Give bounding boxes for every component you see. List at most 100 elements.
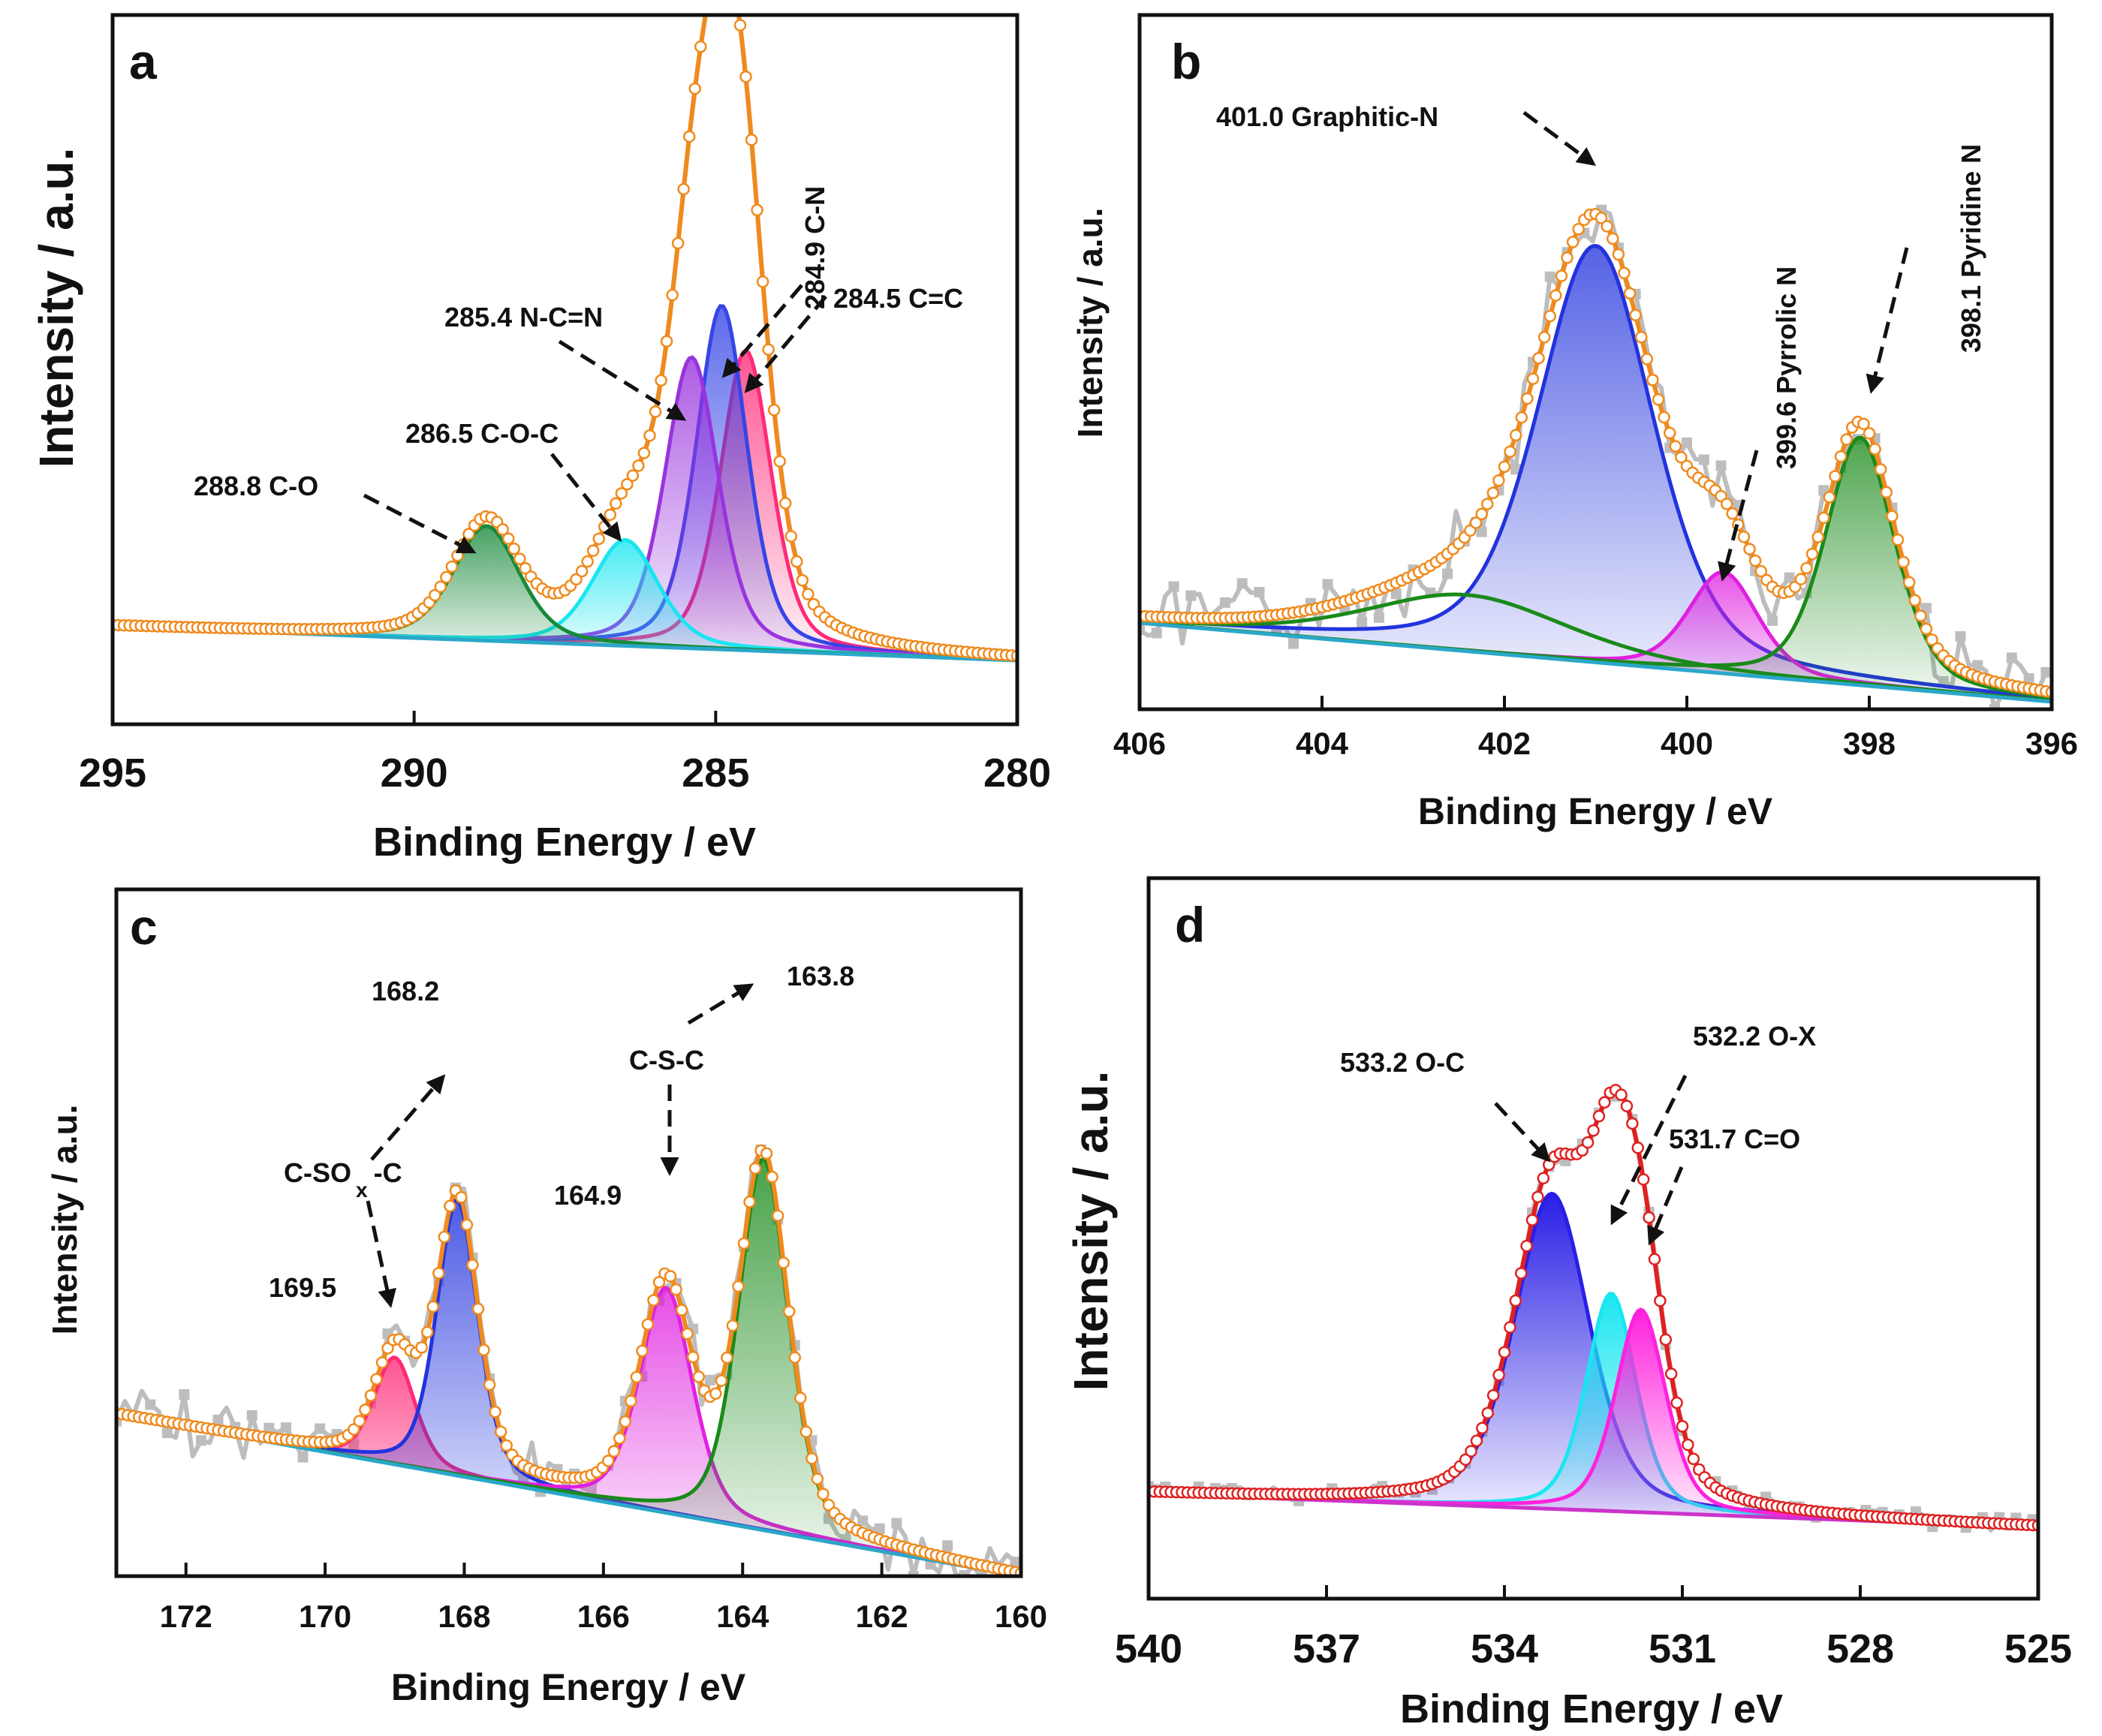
panel-d-frame bbox=[1146, 876, 2040, 1601]
panel-d-envelope-marker bbox=[1620, 1100, 1634, 1112]
panel-b-envelope-marker bbox=[1595, 212, 1608, 224]
panel-b-raw-data-point bbox=[2006, 652, 2017, 663]
panel-c-raw-data-point bbox=[297, 1452, 309, 1463]
panel-c-x-tick-label: 172 bbox=[160, 1599, 212, 1634]
panel-a-envelope-marker bbox=[581, 555, 594, 568]
panel-c-envelope-marker bbox=[652, 1276, 666, 1289]
panel-a-envelope-marker bbox=[778, 497, 792, 510]
panel-c-envelope-marker bbox=[670, 1283, 682, 1296]
panel-c-envelope-marker bbox=[420, 1325, 434, 1339]
panel-a-x-tick-label: 290 bbox=[381, 751, 448, 796]
panel-a-ylabel: Intensity / a.u. bbox=[29, 148, 83, 468]
panel-c-annotation-label: C-S-C bbox=[629, 1045, 704, 1076]
panel-c-raw-data-point bbox=[179, 1388, 190, 1400]
panel-a-envelope-marker bbox=[615, 487, 628, 500]
panel-b-x-tick-label: 400 bbox=[1661, 726, 1713, 761]
panel-a-envelope-marker bbox=[671, 236, 685, 250]
panel-a-series-group bbox=[113, 15, 1017, 663]
panel-b-envelope-marker bbox=[1635, 330, 1648, 344]
panel-d-envelope-marker bbox=[1682, 1438, 1694, 1452]
panel-b-envelope-marker bbox=[1537, 330, 1551, 344]
panel-b-raw-data-point bbox=[1682, 437, 1692, 448]
panel-c-envelope-marker bbox=[800, 1425, 813, 1438]
panel-b-envelope-marker bbox=[1669, 440, 1682, 453]
panel-c-envelope-marker bbox=[647, 1294, 660, 1307]
panel-a-envelope-marker bbox=[762, 343, 775, 356]
panel-c-envelope-marker bbox=[444, 1199, 456, 1213]
panel-a-annotation-arrow bbox=[550, 453, 622, 542]
panel-c-envelope-marker bbox=[806, 1452, 818, 1465]
panel-c-frame bbox=[114, 887, 1023, 1578]
panel-b-x-tick-label: 398 bbox=[1843, 726, 1896, 761]
panel-b-annotation-arrow bbox=[1718, 450, 1759, 582]
panel-b-envelope-marker bbox=[1515, 411, 1528, 424]
panel-b-peak-fill-Graphitic-N bbox=[1140, 245, 2052, 702]
panel-b-x-tick-label: 404 bbox=[1296, 726, 1349, 761]
panel-a-annotation-label: 285.4 N-C=N bbox=[444, 302, 603, 332]
panel-b-x-ticks: 406 404 402 400 398 396 bbox=[1113, 696, 2078, 761]
panel-d-envelope-marker bbox=[1643, 1211, 1655, 1224]
panel-a-xlabel: Binding Energy / eV bbox=[373, 820, 756, 865]
panel-a-envelope-marker bbox=[655, 374, 667, 387]
panel-b-envelope-marker bbox=[1902, 576, 1916, 589]
panel-c-annotations: 168.2 163.8 C-S-C 164.9 C-SOx-C 169.5 bbox=[269, 961, 854, 1308]
panel-d-peak-fill-531.7-C-O bbox=[1149, 1309, 2038, 1527]
panel-c-xlabel: Binding Energy / eV bbox=[391, 1666, 746, 1708]
panel-a-annotation-label: 286.5 C-O-C bbox=[405, 418, 559, 449]
panel-b-raw-data-point bbox=[1185, 590, 1197, 601]
panel-b-envelope-marker bbox=[1469, 516, 1483, 529]
panel-b-raw-data-point bbox=[1476, 526, 1487, 537]
panel-d-envelope-marker bbox=[1637, 1173, 1650, 1186]
panel-c-peak-fill-163.8 bbox=[116, 1158, 1021, 1576]
panel-b-envelope-marker bbox=[1834, 450, 1848, 463]
panel-d-envelope-marker bbox=[1504, 1321, 1516, 1334]
panel-c-x-tick-label: 170 bbox=[299, 1599, 351, 1634]
panel-a-annotation-label: 284.5 C=C bbox=[833, 283, 963, 314]
panel-a-x-tick-label: 280 bbox=[983, 751, 1051, 796]
panel-d-envelope-marker bbox=[1492, 1368, 1505, 1382]
panel-c: c 172 170 168 166 164 162 160 Binding Energy /… bbox=[45, 887, 1047, 1708]
panel-c-envelope-marker bbox=[613, 1432, 626, 1445]
panel-c-annotation-arrow bbox=[370, 1074, 446, 1161]
panel-c-raw-data-point bbox=[874, 1523, 885, 1534]
panel-b-envelope-marker bbox=[1526, 372, 1540, 385]
panel-a-envelope-marker bbox=[434, 580, 447, 594]
panel-d-annotation-arrow bbox=[1647, 1166, 1684, 1246]
panel-c-envelope-marker bbox=[359, 1404, 372, 1416]
panel-c-raw-data-point bbox=[891, 1518, 902, 1529]
panel-b-envelope-marker bbox=[1532, 351, 1545, 365]
panel-d-annotation-label: 533.2 O-C bbox=[1340, 1047, 1465, 1078]
panel-c-envelope-marker bbox=[500, 1439, 513, 1452]
panel-d-envelope-marker bbox=[1459, 1453, 1472, 1466]
panel-d-envelope-marker bbox=[1465, 1445, 1477, 1458]
panel-b-envelope-marker bbox=[1926, 633, 1938, 646]
panel-a-envelope-marker bbox=[694, 40, 707, 53]
panel-a-envelope-marker bbox=[610, 497, 622, 510]
panel-d-envelope-marker bbox=[1537, 1172, 1550, 1185]
panel-b-plot bbox=[1140, 204, 2052, 709]
panel-c-envelope-marker bbox=[477, 1343, 490, 1356]
panel-b-envelope-marker bbox=[1646, 373, 1659, 387]
panel-d-peak-fill-532.2-O-X bbox=[1149, 1293, 2038, 1527]
panel-d-envelope-marker bbox=[1592, 1109, 1606, 1123]
panel-b-envelope-marker bbox=[1498, 460, 1511, 474]
panel-a-letter: a bbox=[129, 34, 158, 89]
panel-a-envelope-marker bbox=[688, 82, 701, 95]
panel-c-envelope-marker bbox=[675, 1304, 688, 1316]
panel-b-envelope-marker bbox=[1840, 433, 1853, 446]
panel-d-envelope-marker bbox=[1659, 1333, 1673, 1346]
panel-a-annotation-label: 284.9 C-N bbox=[800, 186, 830, 309]
panel-a-envelope-marker bbox=[791, 555, 803, 568]
panel-b-envelope-marker bbox=[1743, 543, 1756, 555]
panel-b-envelope-marker bbox=[1794, 573, 1808, 585]
panel-b-raw-data-point bbox=[1766, 615, 1778, 626]
panel-c-envelope-marker bbox=[709, 1387, 722, 1401]
panel-c-envelope-marker bbox=[782, 1305, 796, 1318]
panel-c-annotation-csox-subscript: x bbox=[356, 1178, 368, 1202]
panel-c-envelope-marker bbox=[432, 1267, 445, 1280]
panel-d-envelope-marker bbox=[1676, 1420, 1689, 1433]
panel-c-envelope-marker bbox=[607, 1445, 620, 1458]
panel-b-envelope-marker bbox=[1886, 510, 1899, 523]
panel-a-envelope-marker bbox=[666, 288, 679, 302]
panel-b-envelope-marker bbox=[1475, 507, 1488, 521]
